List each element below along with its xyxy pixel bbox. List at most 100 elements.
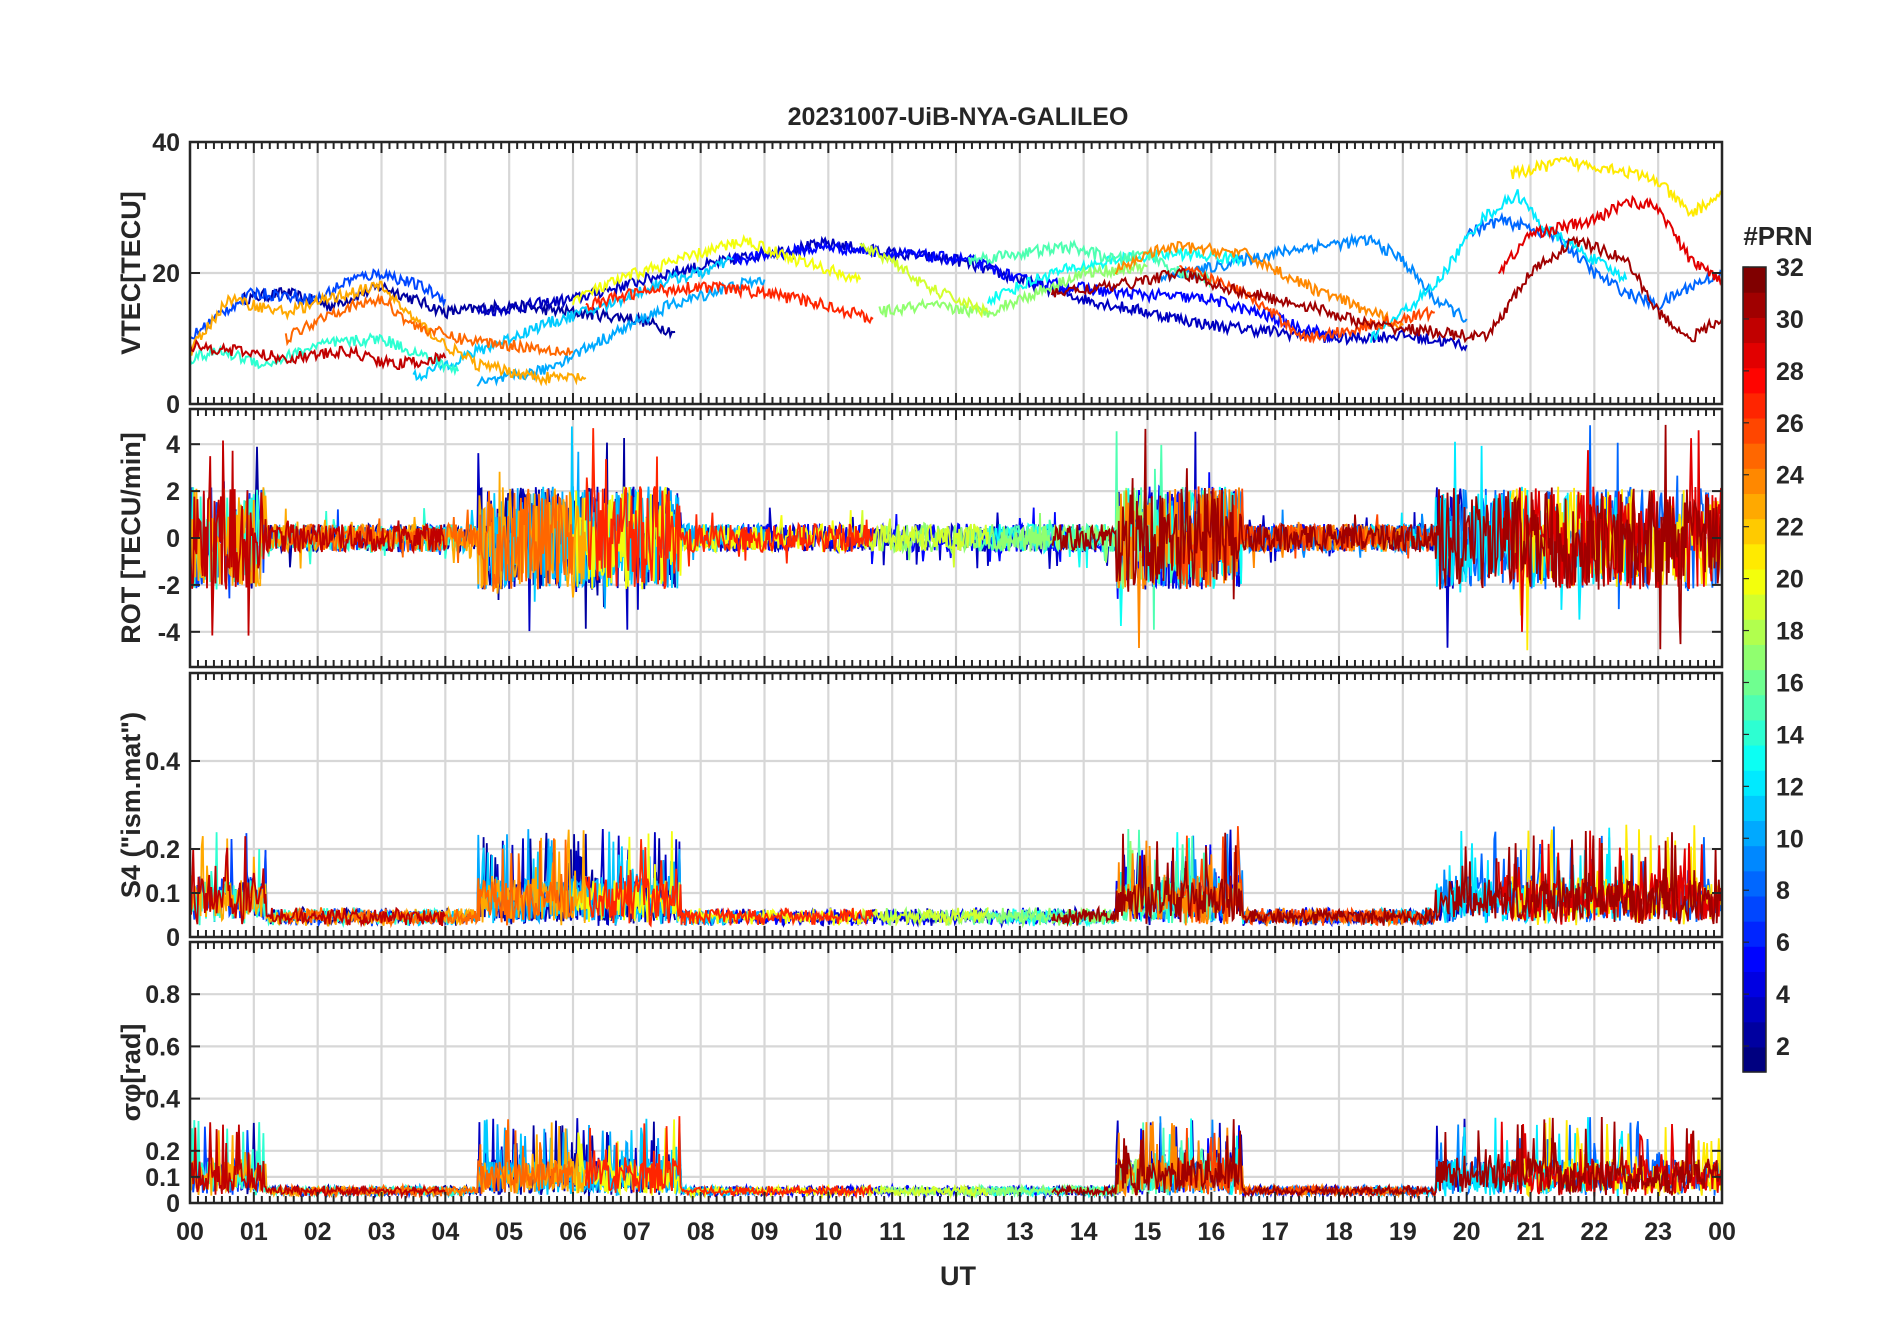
colorbar-segment [1743, 845, 1766, 872]
y-axis-label-rot: ROT [TECU/min] [116, 432, 146, 643]
x-tick-label: 19 [1389, 1218, 1417, 1246]
chart-title: 20231007-UiB-NYA-GALILEO [788, 103, 1129, 131]
s4-series-prn-19 [859, 907, 989, 927]
vtec-series-prn-31 [1050, 235, 1722, 344]
panel-s4: 0 0.1 0.2 0.4S4 ("ism.mat") [116, 671, 1724, 952]
colorbar-segment [1743, 795, 1766, 822]
colorbar-segment [1743, 870, 1766, 897]
colorbar-segment [1743, 694, 1766, 721]
x-tick-label: 08 [687, 1218, 715, 1246]
vtec-series-prn-8 [1465, 211, 1722, 311]
plot-area-vtec [190, 155, 1722, 387]
vtec-series-prn-23 [190, 280, 587, 387]
sigphi-series-prn-31 [1051, 1116, 1722, 1200]
x-tick-label: 01 [240, 1218, 268, 1246]
plot-area-sigphi [190, 1116, 1722, 1200]
y-tick-label: -4 [158, 619, 180, 647]
rot-series-prn-30 [190, 440, 447, 636]
s4-series-prn-17 [878, 840, 1149, 929]
sigphi-series-prn-27 [584, 1116, 874, 1199]
vtec-series-prn-24 [1114, 241, 1404, 330]
y-tick-label: 0.8 [145, 981, 180, 1009]
y-axis-label-vtec: VTEC[TECU] [116, 191, 146, 355]
colorbar-segment [1743, 342, 1766, 369]
vtec-series-prn-29 [1497, 194, 1722, 286]
colorbar-tick-label: 26 [1776, 410, 1804, 438]
colorbar-tick-label: 32 [1776, 254, 1804, 282]
rot-series-prn-17 [878, 487, 1149, 589]
x-tick-label: 00 [176, 1218, 204, 1246]
colorbar-tick-label: 6 [1776, 929, 1790, 957]
colorbar-segment [1743, 719, 1766, 746]
vtec-series-prn-30 [190, 338, 447, 370]
colorbar-segment [1743, 468, 1766, 495]
colorbar-tick-label: 12 [1776, 773, 1804, 801]
colorbar-tick-label: 28 [1776, 358, 1804, 386]
vtec-series-prn-20 [572, 233, 862, 306]
y-tick-label: 0 [166, 391, 180, 419]
x-tick-label: 17 [1261, 1218, 1289, 1246]
vtec-series-prn-12 [1369, 189, 1628, 343]
y-tick-label: 20 [152, 260, 180, 288]
y-tick-label: 0 [166, 1190, 180, 1218]
y-axis-label-sigphi: σφ[rad] [116, 1024, 146, 1122]
plot-area-s4 [190, 824, 1722, 929]
x-tick-label: 10 [814, 1218, 842, 1246]
colorbar-tick-label: 18 [1776, 618, 1804, 646]
colorbar-label: #PRN [1743, 221, 1812, 251]
panel-vtec: 0 20 40 VTEC[TECU] [116, 129, 1724, 419]
s4-series-prn-27 [584, 839, 874, 928]
sigphi-series-prn-25 [284, 1119, 574, 1199]
plot-area-rot [190, 424, 1722, 651]
vtec-series-prn-25 [284, 292, 574, 357]
y-tick-label: 4 [166, 431, 180, 459]
x-tick-label: 05 [495, 1218, 523, 1246]
x-tick-label: 07 [623, 1218, 651, 1246]
rot-series-prn-9 [1159, 487, 1468, 590]
vtec-series-prn-15 [967, 239, 1213, 289]
rot-series-prn-25 [284, 488, 574, 592]
colorbar-tick-label: 10 [1776, 825, 1804, 853]
colorbar-tick-label: 14 [1776, 721, 1804, 749]
y-tick-label: 0.2 [145, 836, 180, 864]
rot-series-prn-19 [859, 510, 989, 568]
y-tick-label: 0.1 [145, 880, 180, 908]
y-tick-label: 0.1 [145, 1164, 180, 1192]
colorbar-segment [1743, 770, 1766, 796]
x-tick-label: 15 [1134, 1218, 1162, 1246]
colorbar-segment [1743, 518, 1766, 545]
x-tick-label: 18 [1325, 1218, 1353, 1246]
x-tick-label: 11 [879, 1218, 906, 1246]
vtec-series-prn-27 [585, 280, 874, 325]
s4-series-prn-30 [190, 836, 446, 928]
colorbar-segment [1743, 1046, 1766, 1073]
colorbar-segment [1743, 568, 1766, 595]
x-tick-labels: 00 01 02 03 04 05 06 07 08 09 10 11 12 13 14 15 16 17 18 19… [176, 1218, 1736, 1246]
x-tick-label: 13 [1006, 1218, 1034, 1246]
x-tick-label: 20 [1453, 1218, 1481, 1246]
y-tick-label: 0.6 [145, 1033, 180, 1061]
vtec-series-prn-13 [986, 247, 1244, 307]
colorbar-tick-label: 16 [1776, 669, 1804, 697]
vtec-series-prn-21 [1510, 155, 1722, 218]
y-tick-label: 2 [166, 478, 180, 506]
rot-series-prn-27 [584, 428, 874, 589]
x-tick-label: 03 [368, 1218, 396, 1246]
x-tick-label: 21 [1517, 1218, 1545, 1246]
colorbar-segment [1743, 443, 1766, 469]
colorbar-segment [1743, 820, 1766, 847]
x-tick-label: 22 [1580, 1218, 1608, 1246]
x-tick-label: 12 [942, 1218, 970, 1246]
panel-rot: -4 -2 0 2 4 ROT [TECU/min] [116, 407, 1724, 669]
y-tick-label: 0.2 [145, 1138, 180, 1166]
colorbar-segment [1743, 493, 1766, 520]
vtec-series-prn-19 [859, 242, 989, 319]
colorbar-frame [1742, 266, 1767, 1073]
sigphi-series-prn-17 [878, 1157, 1149, 1200]
colorbar-tick-label: 20 [1776, 566, 1804, 594]
y-axis-label-s4: S4 ("ism.mat") [116, 712, 146, 898]
colorbar-segment [1743, 644, 1766, 671]
y-tick-label: -2 [158, 572, 180, 600]
